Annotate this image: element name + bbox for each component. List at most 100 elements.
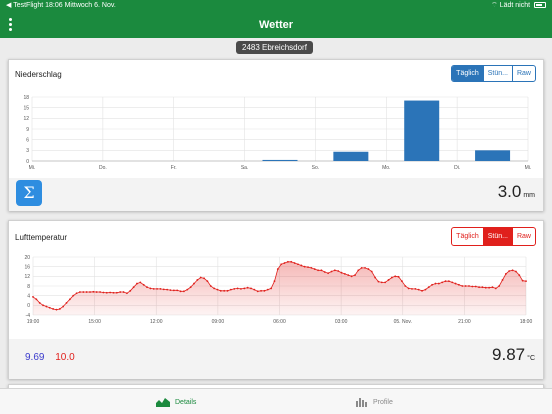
data-point <box>82 291 85 293</box>
data-point <box>270 287 273 290</box>
data-point <box>186 288 189 291</box>
data-point <box>330 270 333 273</box>
x-tick-label: 15:00 <box>88 319 101 325</box>
temperature-minmax: 9.69 10.0 <box>25 352 75 363</box>
data-point <box>45 305 48 308</box>
tab-hourly[interactable]: Stün... <box>482 228 512 245</box>
x-tick-label: Sa. <box>241 165 249 171</box>
data-point <box>357 269 360 272</box>
data-point <box>206 280 209 283</box>
temperature-current: 9.87 °C <box>492 345 535 365</box>
data-point <box>132 286 135 289</box>
data-point <box>491 286 494 289</box>
data-point <box>297 263 299 266</box>
x-tick-label: 06:00 <box>273 319 286 325</box>
data-point <box>52 308 55 310</box>
x-tick-label: 05. Nov. <box>394 319 412 325</box>
x-tick-label: 21:00 <box>458 319 471 325</box>
status-bar: ◀ TestFlight 18:06 Mittwoch 6. Nov. ⌔ Lä… <box>0 0 552 12</box>
data-point <box>92 290 95 293</box>
data-point <box>431 283 433 286</box>
data-point <box>139 281 142 284</box>
temperature-title: Lufttemperatur <box>15 233 68 242</box>
nav-bar: Wetter <box>0 12 552 38</box>
data-point <box>229 288 232 291</box>
data-point <box>340 271 343 274</box>
data-point <box>105 291 108 294</box>
data-point <box>179 290 182 293</box>
data-point <box>226 289 229 292</box>
tab-daily[interactable]: Täglich <box>452 66 483 81</box>
tab-hourly[interactable]: Stün... <box>482 66 512 81</box>
data-point <box>233 288 236 290</box>
temperature-min: 9.69 <box>25 352 45 363</box>
sum-button[interactable]: Σ <box>16 180 42 206</box>
data-point <box>183 290 185 293</box>
bar <box>262 159 298 161</box>
tab-daily[interactable]: Täglich <box>456 233 479 240</box>
data-point <box>126 292 128 295</box>
data-point <box>441 281 444 284</box>
menu-icon[interactable] <box>8 18 14 32</box>
data-point <box>193 282 195 285</box>
tab-details[interactable]: Details <box>156 389 196 414</box>
y-tick-label: 12 <box>23 116 29 122</box>
tab-raw[interactable]: Raw <box>511 228 535 245</box>
data-point <box>290 260 293 263</box>
data-point <box>313 268 316 270</box>
data-point <box>65 302 68 304</box>
tab-details-label: Details <box>175 398 197 406</box>
x-tick-label: Fr. <box>171 165 177 171</box>
data-point <box>38 302 41 304</box>
x-tick-label: So. <box>312 165 320 171</box>
data-point <box>58 308 61 310</box>
wifi-icon: ⌔ <box>491 2 498 9</box>
data-point <box>464 285 467 287</box>
data-point <box>95 291 98 293</box>
data-point <box>129 289 132 292</box>
temperature-chart: -4 0 4 8 12 16 20 19:00 15:00 12:00 09:00 06:00 03:0… <box>24 255 532 325</box>
precipitation-unit: mm <box>523 192 535 199</box>
page-title: Wetter <box>258 19 294 31</box>
data-point <box>256 290 259 293</box>
data-point <box>196 279 199 281</box>
data-point <box>99 291 101 293</box>
data-point <box>384 281 387 284</box>
data-point <box>320 269 323 272</box>
data-point <box>317 269 319 272</box>
data-point <box>501 279 504 281</box>
data-point <box>62 305 65 308</box>
temperature-card: Lufttemperatur Täglich Stün... Raw -4 0 4 8… <box>8 220 544 379</box>
precipitation-card: Niederschlag Täglich Stün... Raw 0 3 6 9 12 1… <box>8 59 544 211</box>
data-point <box>236 287 239 290</box>
tab-profile[interactable]: Profile <box>356 389 393 414</box>
data-point <box>461 285 464 287</box>
y-tick-label: 0 <box>27 303 30 309</box>
data-point <box>189 286 192 289</box>
data-point <box>35 298 38 301</box>
x-tick-label: Mi. <box>525 165 532 171</box>
temperature-current-value: 9.87 <box>492 345 526 364</box>
y-tick-label: 3 <box>26 148 29 154</box>
data-point <box>243 287 246 290</box>
data-point <box>286 260 289 263</box>
data-point <box>333 269 336 272</box>
data-point <box>518 274 521 277</box>
data-point <box>323 271 326 273</box>
temperature-area <box>33 261 526 315</box>
bar <box>333 151 369 161</box>
data-point <box>343 273 346 275</box>
data-point <box>407 287 410 290</box>
data-point <box>414 288 417 290</box>
data-point <box>276 268 279 270</box>
data-point <box>146 286 148 289</box>
data-point <box>427 286 430 289</box>
y-tick-label: 18 <box>23 95 29 101</box>
data-point <box>394 275 397 278</box>
data-point <box>437 282 440 285</box>
precipitation-footer <box>9 178 543 211</box>
tab-raw[interactable]: Raw <box>511 66 535 81</box>
station-badge[interactable]: 2483 Ebreichsdorf <box>236 41 313 54</box>
y-tick-label: 4 <box>27 293 30 299</box>
data-point <box>79 291 81 293</box>
